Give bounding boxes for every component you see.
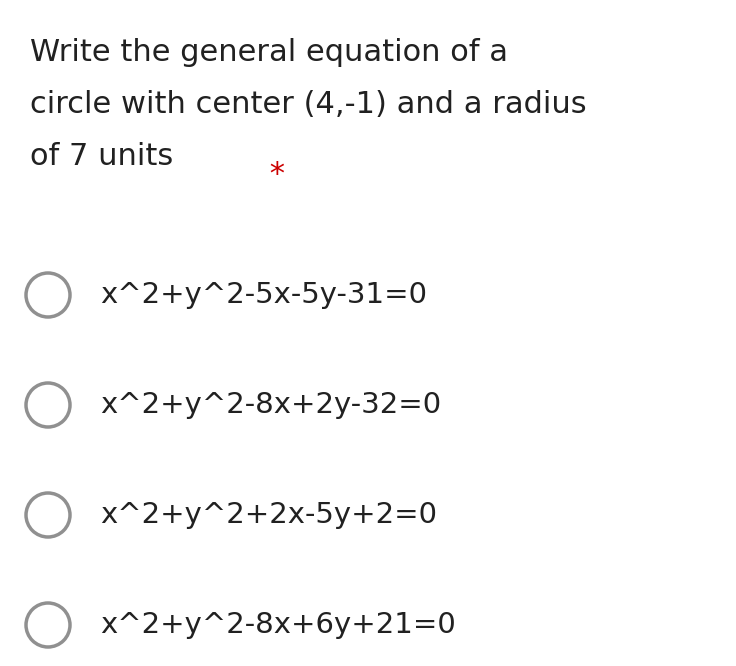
Text: Write the general equation of a: Write the general equation of a	[30, 38, 508, 67]
Text: of 7 units *: of 7 units *	[30, 142, 198, 171]
Text: circle with center (4,-1) and a radius: circle with center (4,-1) and a radius	[30, 90, 587, 119]
Text: *: *	[261, 161, 286, 189]
Text: x^2+y^2-5x-5y-31=0: x^2+y^2-5x-5y-31=0	[100, 281, 427, 309]
Text: of 7 units: of 7 units	[30, 142, 173, 171]
Text: x^2+y^2-8x+2y-32=0: x^2+y^2-8x+2y-32=0	[100, 391, 441, 419]
Text: x^2+y^2+2x-5y+2=0: x^2+y^2+2x-5y+2=0	[100, 501, 437, 529]
Text: x^2+y^2-8x+6y+21=0: x^2+y^2-8x+6y+21=0	[100, 611, 456, 639]
